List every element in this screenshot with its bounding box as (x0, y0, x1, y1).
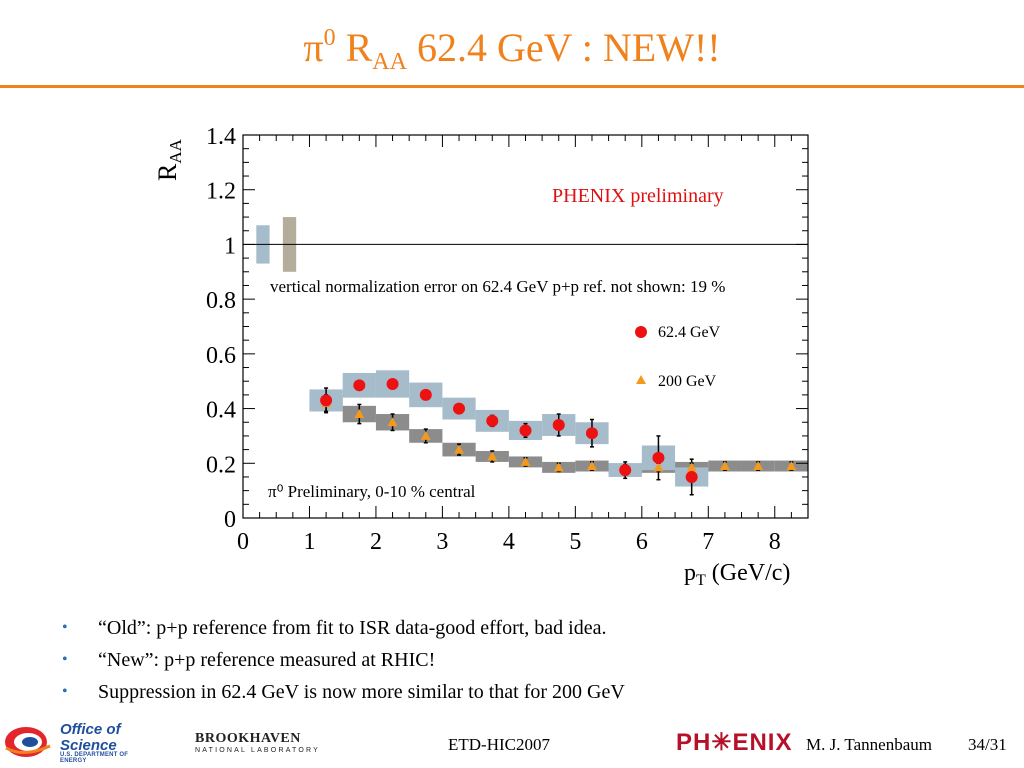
brookhaven-logo: BROOKHAVEN NATIONAL LABORATORY (195, 732, 335, 762)
data-point-62gev (386, 377, 399, 390)
data-point-62gev (419, 388, 432, 401)
data-point-200gev (520, 456, 531, 466)
bullet-list: • “Old”: p+p reference from fit to ISR da… (62, 612, 625, 708)
data-point-62gev (552, 418, 565, 431)
x-tick-label: 1 (303, 529, 315, 555)
y-tick-label: 1.4 (206, 124, 236, 150)
y-tick-label: 0.6 (206, 343, 236, 369)
slide-title: π0 RAA 62.4 GeV : NEW!! (303, 25, 721, 75)
data-point-200gev (786, 461, 797, 471)
doe-swirl-icon (5, 727, 51, 757)
legend-label-200gev: 200 GeV (658, 373, 717, 390)
data-point-62gev (353, 379, 366, 392)
x-axis-label-units: (GeV/c) (706, 560, 791, 586)
data-point-62gev (685, 470, 698, 483)
x-tick-label: 7 (702, 529, 714, 555)
x-tick-label: 4 (503, 529, 515, 555)
data-point-200gev (487, 451, 498, 461)
data-point-200gev (753, 461, 764, 471)
y-tick-label: 0.4 (206, 398, 236, 424)
x-tick-label: 6 (636, 529, 648, 555)
legend-marker-62gev (635, 326, 647, 338)
phenix-preliminary-label: PHENIX preliminary (552, 185, 724, 207)
data-point-62gev (486, 414, 499, 427)
data-point-200gev (454, 444, 465, 454)
bullet-dot: • (62, 683, 68, 700)
x-tick-label: 3 (436, 529, 448, 555)
y-tick-label: 0.2 (206, 452, 236, 478)
bullet-item: • “Old”: p+p reference from fit to ISR da… (62, 612, 625, 644)
data-point-200gev (354, 409, 365, 419)
data-point-200gev (586, 461, 597, 471)
y-axis-label-sub: AA (166, 138, 185, 163)
y-tick-label: 0.8 (206, 288, 236, 314)
x-axis-label-sub: T (696, 572, 706, 589)
data-point-200gev (719, 461, 730, 471)
x-tick-label: 0 (237, 529, 249, 555)
x-tick-label: 5 (569, 529, 581, 555)
x-tick-label: 8 (769, 529, 781, 555)
y-tick-label: 1 (224, 233, 236, 259)
x-axis-label: pT (GeV/c) (684, 560, 790, 589)
national-laboratory-text: NATIONAL LABORATORY (195, 747, 321, 754)
title-rule (0, 85, 1024, 88)
bullet-dot: • (62, 619, 68, 636)
phenix-wordmark: PH✳ENIX (676, 729, 793, 756)
data-point-62gev (619, 464, 632, 477)
office-of-science-text: Office of Science (60, 721, 121, 754)
doe-text: U.S. DEPARTMENT OF ENERGY (60, 752, 129, 764)
bullet-dot: • (62, 651, 68, 668)
y-axis-label-main: R (153, 163, 182, 181)
data-point-62gev (453, 402, 466, 415)
normalization-note: vertical normalization error on 62.4 GeV… (270, 277, 725, 296)
data-point-62gev (585, 427, 598, 440)
raa-chart: 0 1 2 3 4 5 6 7 8 0 0.2 0.4 0.6 0.8 1 1.2 1.4 RAA pT (Ge… (153, 124, 809, 589)
data-point-200gev (553, 462, 564, 472)
data-point-62gev (320, 394, 333, 407)
slide-footer: Office of Science U.S. DEPARTMENT OF ENER… (0, 718, 1024, 768)
data-point-200gev (420, 430, 431, 440)
data-point-62gev (652, 451, 665, 464)
office-of-science-logo: Office of Science U.S. DEPARTMENT OF ENER… (4, 720, 154, 766)
legend-marker-200gev (636, 375, 646, 384)
data-point-200gev (387, 417, 398, 427)
bullet-item: • “New”: p+p reference measured at RHIC! (62, 644, 625, 676)
data-point-62gev (519, 424, 532, 437)
brookhaven-wordmark: BROOKHAVEN (195, 731, 301, 746)
x-axis-label-p: p (684, 560, 696, 586)
page-number: 34/31 (968, 735, 1007, 754)
y-axis-label: RAA (153, 138, 185, 181)
author-label: M. J. Tannenbaum (806, 735, 932, 754)
x-tick-label: 2 (370, 529, 382, 555)
conference-label: ETD-HIC2007 (448, 735, 550, 754)
y-tick-label: 1.2 (206, 179, 236, 205)
data-point-200gev (686, 462, 697, 472)
legend-label-62gev: 62.4 GeV (658, 324, 721, 341)
bullet-item: • Suppression in 62.4 GeV is now more sim… (62, 676, 625, 708)
centrality-label: π⁰ Preliminary, 0-10 % central (268, 482, 476, 501)
phenix-logo: PH✳ENIX (676, 728, 796, 762)
data-point-200gev (653, 462, 664, 472)
y-tick-label: 0 (224, 507, 236, 533)
